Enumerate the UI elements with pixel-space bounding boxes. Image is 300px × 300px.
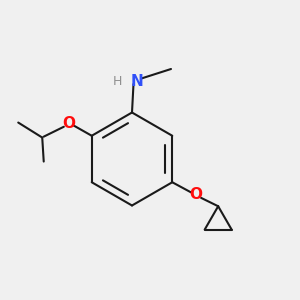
Text: H: H bbox=[112, 75, 122, 88]
Text: N: N bbox=[131, 74, 143, 89]
Text: O: O bbox=[189, 187, 202, 202]
Text: O: O bbox=[63, 116, 76, 131]
